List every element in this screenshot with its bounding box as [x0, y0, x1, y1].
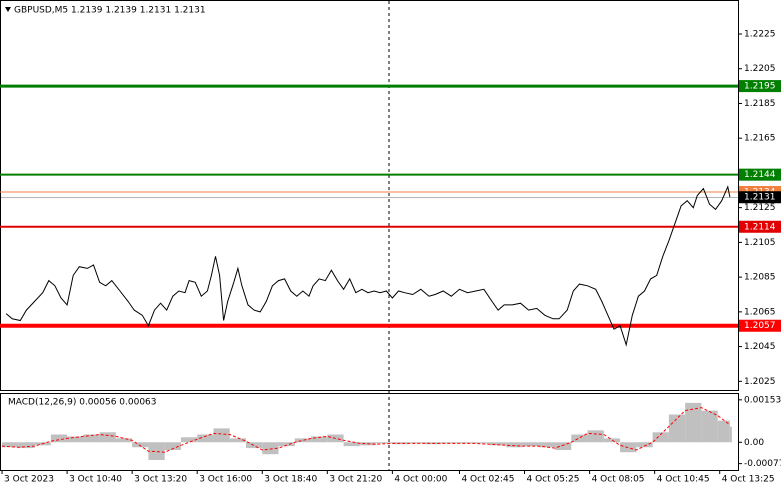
macd-bar [457, 442, 474, 444]
level-label: 1.2195 [744, 82, 776, 92]
level-label: 1.2131 [744, 193, 776, 203]
macd-bar [246, 442, 263, 449]
level-label: 1.2144 [744, 170, 776, 180]
x-tick-label: 4 Oct 10:45 [657, 475, 710, 485]
macd-frame [0, 393, 739, 471]
signal-line [1, 407, 731, 453]
macd-bar [376, 442, 393, 444]
macd-bar [180, 437, 198, 443]
x-tick-label: 3 Oct 18:40 [264, 475, 317, 485]
macd-bar [197, 434, 214, 443]
macd-bar [278, 442, 295, 447]
level-label-box [739, 80, 781, 93]
y-tick-label: 0.00153 [744, 395, 781, 405]
y-tick-label: 1.2225 [744, 29, 776, 39]
symbol-icon [5, 7, 11, 12]
y-tick-label: 1.2165 [744, 134, 776, 144]
y-tick-label: 1.2025 [744, 377, 776, 387]
macd-bar [148, 442, 165, 461]
y-tick-label: 1.2085 [744, 273, 776, 283]
macd-title: MACD(12,26,9) 0.00056 0.00063 [8, 398, 157, 408]
x-tick-label: 4 Oct 13:25 [722, 475, 775, 485]
macd-bar [587, 430, 604, 443]
macd-bar [115, 438, 133, 443]
macd-bar [50, 434, 68, 443]
macd-bar [538, 442, 556, 448]
macd-bar [729, 426, 732, 443]
macd-bar [99, 432, 116, 443]
macd-bar [294, 438, 312, 443]
y-tick-label: 1.2105 [744, 238, 776, 248]
macd-bar [701, 410, 718, 443]
macd-bar [392, 442, 409, 445]
macd-bar [555, 442, 572, 451]
macd-bar [571, 434, 588, 443]
level-label-box [739, 168, 781, 181]
macd-bar [2, 442, 19, 448]
level-label-box [739, 220, 781, 233]
y-tick-label: -0.00077 [744, 459, 781, 469]
macd-bar [636, 442, 653, 448]
macd-bar [229, 438, 246, 443]
x-tick-label: 3 Oct 13:20 [134, 475, 187, 485]
macd-bar [652, 432, 669, 443]
y-tick-label: 1.2065 [744, 307, 776, 317]
x-tick-label: 3 Oct 10:40 [69, 475, 122, 485]
macd-bar [262, 442, 279, 455]
macd-bar [668, 414, 686, 443]
macd-bar [506, 442, 523, 448]
level-label: 1.2114 [744, 222, 776, 232]
x-tick-label: 3 Oct 2023 [4, 475, 54, 485]
x-tick-label: 4 Oct 00:00 [394, 475, 447, 485]
macd-bar [717, 420, 730, 443]
macd-bar [685, 402, 702, 443]
level-label-box [739, 319, 781, 332]
x-tick-label: 3 Oct 16:00 [199, 475, 252, 485]
macd-bar [473, 442, 490, 444]
macd-bar [343, 442, 360, 447]
macd-bar [408, 442, 425, 444]
macd-bar [489, 442, 507, 446]
y-tick-label: 1.2205 [744, 64, 776, 74]
macd-bar [67, 436, 84, 443]
macd-bar [522, 442, 539, 447]
macd-bar [311, 436, 328, 443]
price-line [5, 185, 731, 347]
y-tick-label: 0.00 [744, 438, 764, 448]
y-tick-label: 1.2125 [744, 203, 776, 213]
macd-bar [164, 442, 181, 451]
macd-bar [441, 442, 458, 444]
main-frame [0, 0, 739, 391]
x-tick-label: 4 Oct 08:05 [592, 475, 645, 485]
macd-bar [213, 428, 230, 443]
x-tick-label: 3 Oct 21:20 [329, 475, 382, 485]
macd-bar [83, 434, 100, 443]
chart-title: GBPUSD,M5 1.2139 1.2139 1.2131 1.2131 [14, 6, 206, 16]
y-tick-label: 1.2185 [744, 99, 776, 109]
level-label: 1.2057 [744, 321, 776, 331]
x-tick-label: 4 Oct 05:25 [527, 475, 580, 485]
macd-bar [18, 442, 35, 449]
y-tick-label: 1.2045 [744, 342, 776, 352]
macd-bar [132, 442, 149, 448]
level-label-box [739, 191, 781, 204]
x-tick-label: 4 Oct 02:45 [461, 475, 514, 485]
